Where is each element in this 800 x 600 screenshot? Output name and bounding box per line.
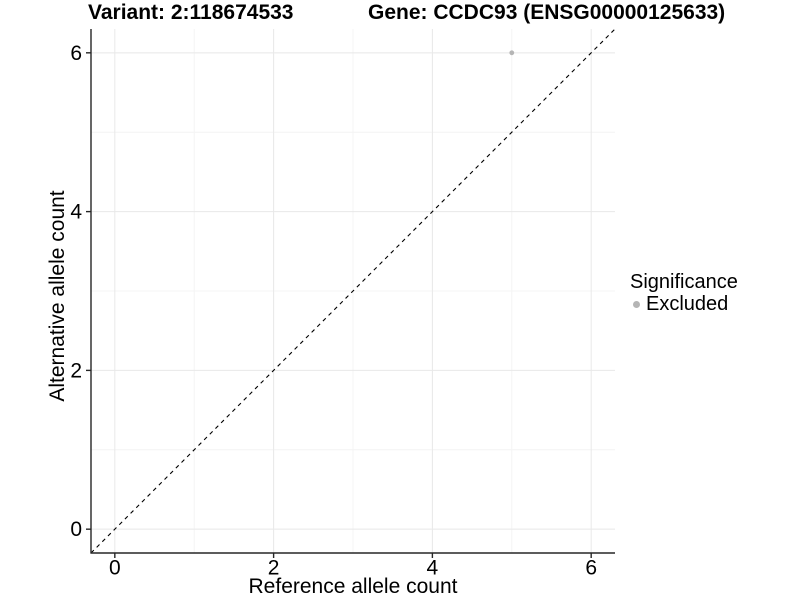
plot-title-gene: Gene: CCDC93 (ENSG00000125633)	[368, 1, 726, 24]
y-tick-label: 4	[70, 201, 82, 224]
y-tick-label: 6	[70, 42, 82, 65]
y-tick-label: 0	[70, 518, 82, 541]
x-tick-label: 2	[268, 557, 280, 580]
x-axis-title: Reference allele count	[248, 575, 458, 598]
legend-item-label: Excluded	[646, 292, 729, 315]
identity-dashed-line	[90, 28, 616, 554]
legend-point-icon	[633, 300, 640, 308]
y-axis-title: Alternative allele count	[46, 190, 69, 402]
y-tick-label: 2	[70, 359, 82, 382]
legend-title: Significance	[630, 271, 738, 293]
x-tick-label: 4	[427, 557, 439, 580]
data-point	[509, 50, 515, 56]
x-tick-label: 0	[109, 557, 121, 580]
x-tick-label: 6	[585, 557, 597, 580]
plot-title-variant: Variant: 2:118674533	[88, 1, 294, 24]
legend-item-excluded: Excluded	[630, 293, 738, 315]
legend: Significance Excluded	[630, 272, 738, 315]
